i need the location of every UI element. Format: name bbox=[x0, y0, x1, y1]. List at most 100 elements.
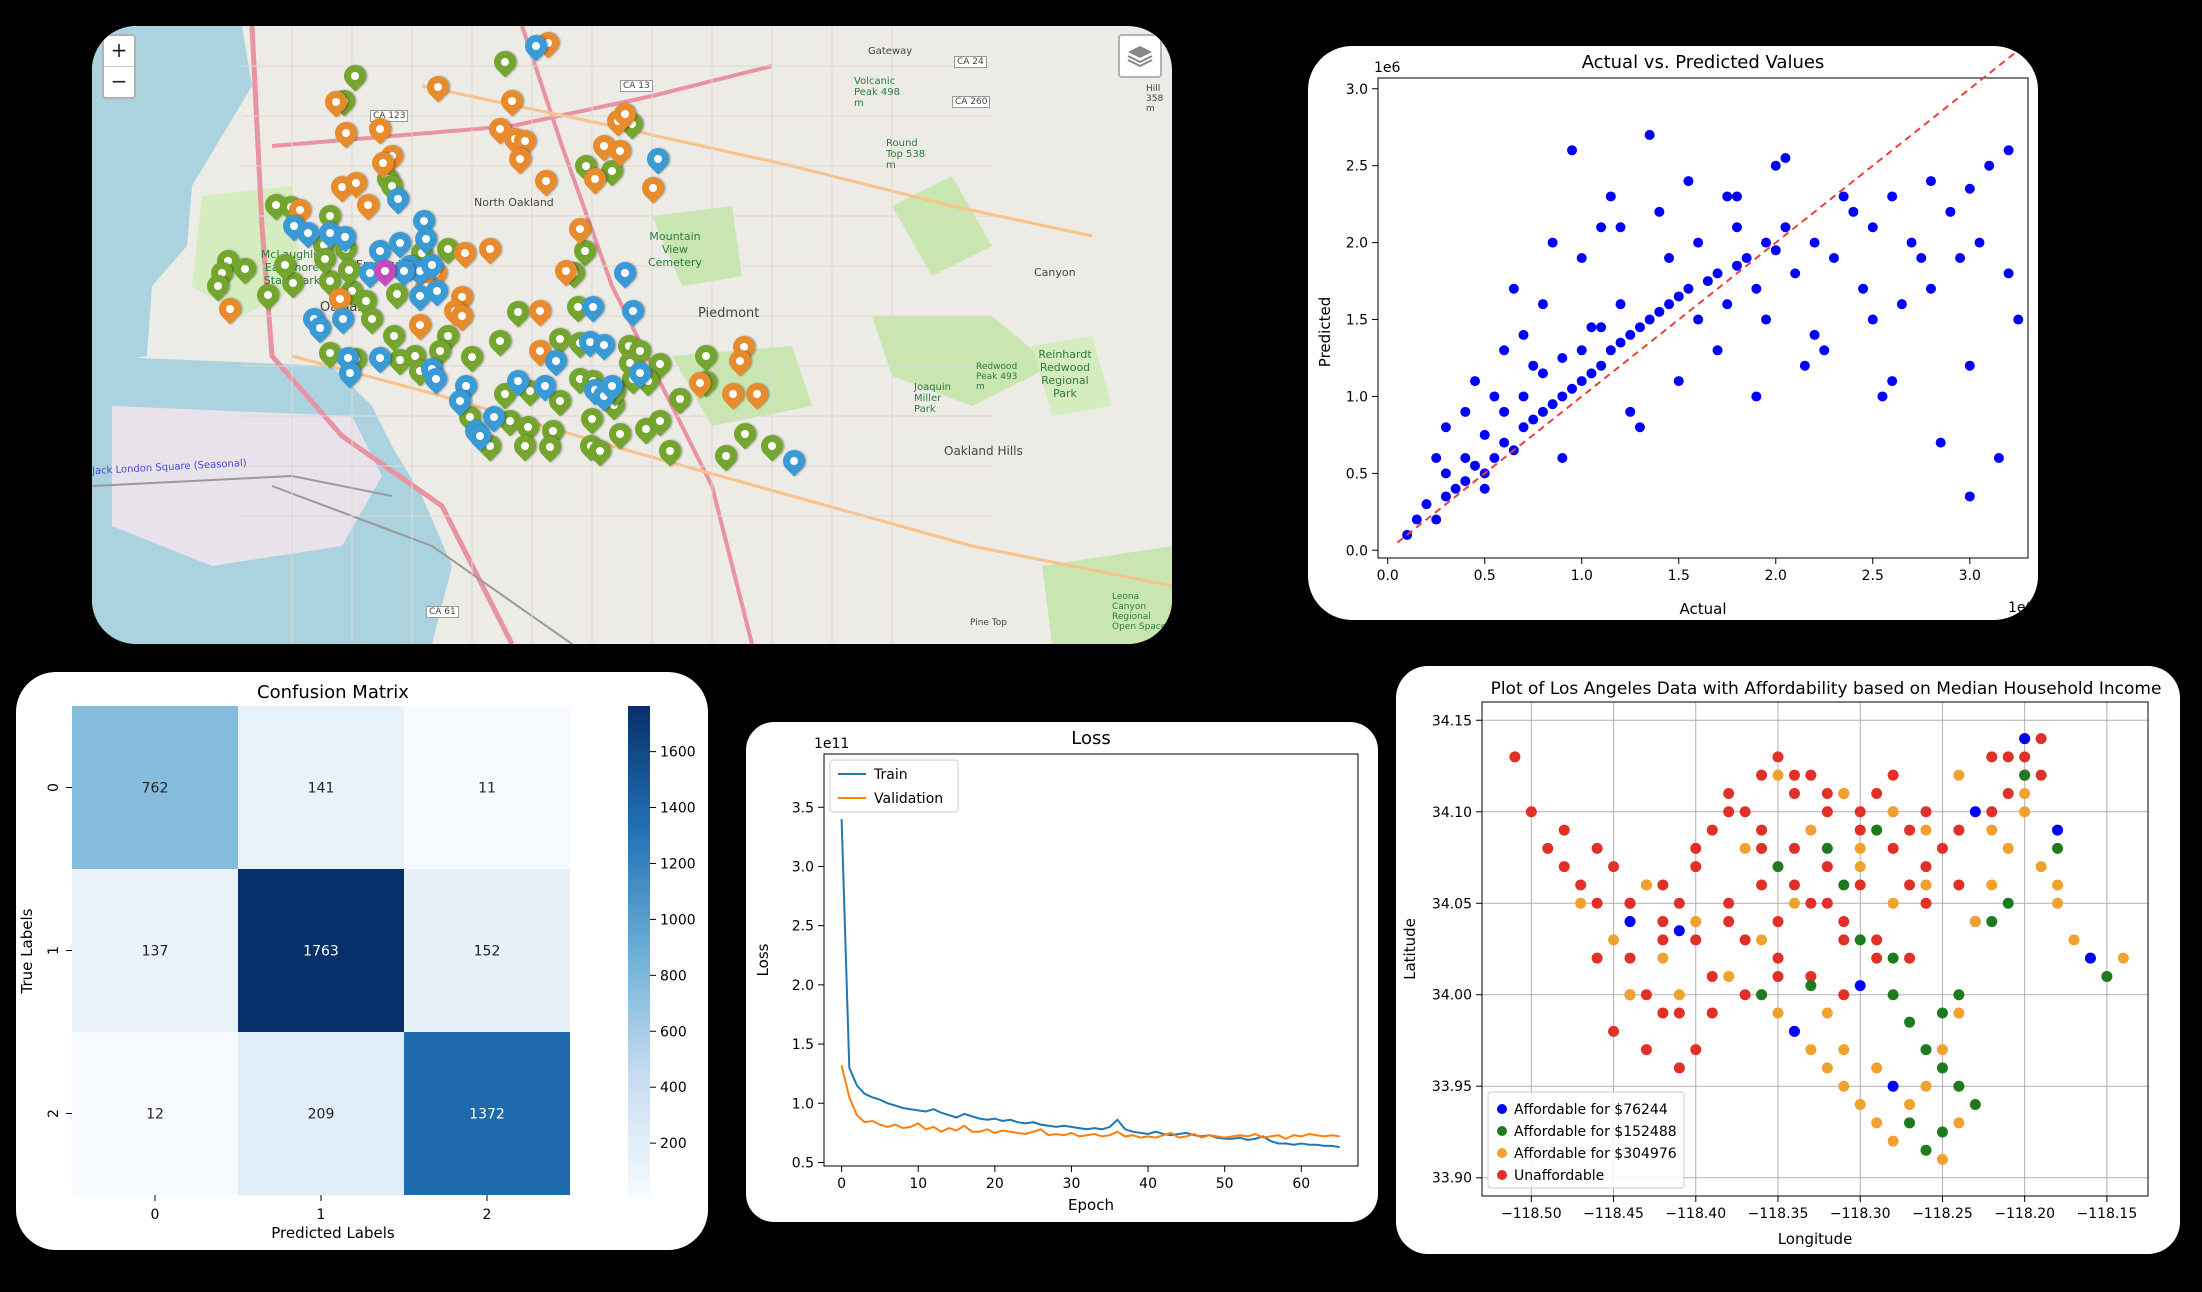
data-point bbox=[1805, 970, 1817, 982]
x-tick-label: 1 bbox=[317, 1207, 326, 1223]
data-point bbox=[1920, 824, 1932, 836]
confusion-matrix-panel: 762 141 11 137 1763 152 12 209 1372 200 400 600 800… bbox=[16, 672, 708, 1250]
data-point bbox=[1537, 299, 1548, 310]
data-point bbox=[1722, 191, 1733, 202]
data-point bbox=[1706, 970, 1718, 982]
data-point bbox=[1657, 1007, 1669, 1019]
data-point bbox=[1871, 952, 1883, 964]
data-point bbox=[1460, 476, 1471, 487]
data-point bbox=[1460, 406, 1471, 417]
data-point bbox=[1657, 934, 1669, 946]
data-point bbox=[1838, 191, 1849, 202]
y-tick-label: 33.95 bbox=[1432, 1079, 1472, 1095]
data-point bbox=[1557, 453, 1568, 463]
data-point bbox=[1854, 934, 1866, 946]
data-point bbox=[1936, 1126, 1948, 1138]
data-point bbox=[2035, 861, 2047, 873]
data-point bbox=[1805, 824, 1817, 836]
data-point bbox=[1499, 437, 1510, 448]
data-point bbox=[1591, 952, 1603, 964]
data-point bbox=[1751, 391, 1762, 402]
x-tick-label: 50 bbox=[1216, 1176, 1234, 1192]
y-tick-label: 1.0 bbox=[792, 1096, 814, 1112]
data-point bbox=[1788, 787, 1800, 799]
y-axis-label: Predicted bbox=[1316, 297, 1334, 367]
y-tick-label: 3.0 bbox=[792, 859, 814, 875]
data-point bbox=[1964, 360, 1975, 371]
map-label: Leona Canyon Regional Open Space bbox=[1112, 592, 1167, 632]
data-point bbox=[1537, 406, 1548, 417]
plot-frame bbox=[1377, 77, 2029, 559]
data-point bbox=[1935, 437, 1946, 448]
y-tick-label: 2.5 bbox=[1346, 159, 1368, 175]
data-point bbox=[1421, 499, 1432, 510]
x-tick-label: −118.35 bbox=[1748, 1206, 1809, 1222]
data-point bbox=[2003, 145, 2014, 156]
data-point bbox=[1528, 360, 1539, 371]
data-point bbox=[1731, 222, 1742, 233]
data-point bbox=[1986, 806, 1998, 818]
zoom-in-button[interactable]: + bbox=[110, 38, 128, 62]
data-point bbox=[1916, 253, 1927, 263]
zoom-control: + − bbox=[102, 34, 136, 99]
data-point bbox=[1440, 491, 1451, 502]
data-point bbox=[1741, 253, 1752, 263]
data-point bbox=[1712, 268, 1723, 279]
heatmap-cell bbox=[238, 706, 404, 869]
data-point bbox=[1838, 934, 1850, 946]
legend-entry: Affordable for $76244 bbox=[1514, 1102, 1668, 1118]
data-point bbox=[1887, 897, 1899, 909]
data-point bbox=[1877, 391, 1888, 402]
data-point bbox=[1547, 399, 1558, 410]
data-point bbox=[1854, 879, 1866, 891]
data-point bbox=[1920, 861, 1932, 873]
colorbar-tick-label: 1400 bbox=[660, 801, 696, 817]
y-offset-label: 1e11 bbox=[814, 736, 849, 752]
data-point bbox=[1871, 1117, 1883, 1129]
data-point bbox=[1673, 1007, 1685, 1019]
data-point bbox=[1953, 1117, 1965, 1129]
data-point bbox=[2084, 952, 2096, 964]
data-point bbox=[2002, 842, 2014, 854]
data-point bbox=[1518, 329, 1529, 340]
data-point bbox=[1772, 1007, 1784, 1019]
x-tick-label: 60 bbox=[1292, 1176, 1310, 1192]
data-point bbox=[2003, 268, 2014, 279]
data-point bbox=[1920, 1144, 1932, 1156]
colorbar-tick-label: 800 bbox=[660, 968, 687, 984]
data-point bbox=[1780, 222, 1791, 233]
data-point bbox=[1969, 806, 1981, 818]
data-point bbox=[1690, 1044, 1702, 1056]
layers-button[interactable] bbox=[1118, 34, 1162, 78]
data-point bbox=[1657, 879, 1669, 891]
data-point bbox=[1731, 260, 1742, 271]
heatmap-cell bbox=[238, 869, 404, 1032]
y-tick-label: 34.05 bbox=[1432, 896, 1472, 912]
map-label: Gateway bbox=[868, 46, 913, 57]
y-tick-label: 2 bbox=[46, 1109, 62, 1118]
data-point bbox=[1821, 861, 1833, 873]
data-point bbox=[1887, 806, 1899, 818]
data-point bbox=[1608, 1025, 1620, 1037]
data-point bbox=[1854, 806, 1866, 818]
data-point bbox=[1790, 268, 1801, 279]
zoom-out-button[interactable]: − bbox=[104, 66, 134, 97]
heatmap-cell bbox=[238, 1032, 404, 1195]
data-point bbox=[1739, 934, 1751, 946]
map-label: CA 24 bbox=[954, 56, 987, 68]
y-tick-label: 34.15 bbox=[1432, 713, 1472, 729]
data-point bbox=[1809, 329, 1820, 340]
data-point bbox=[2002, 751, 2014, 763]
data-point bbox=[1838, 787, 1850, 799]
oakland-map[interactable]: CA 123 CA 13 CA 24 CA 61 CA 260 North Oa… bbox=[92, 26, 1172, 644]
data-point bbox=[1470, 460, 1481, 471]
data-point bbox=[1634, 422, 1645, 433]
data-point bbox=[1690, 934, 1702, 946]
map-label: Mountain View Cemetery bbox=[647, 230, 703, 269]
data-point bbox=[1887, 989, 1899, 1001]
map-label: Pine Top bbox=[970, 618, 1008, 628]
data-point bbox=[1756, 824, 1768, 836]
data-point bbox=[1854, 824, 1866, 836]
data-point bbox=[1431, 453, 1442, 463]
